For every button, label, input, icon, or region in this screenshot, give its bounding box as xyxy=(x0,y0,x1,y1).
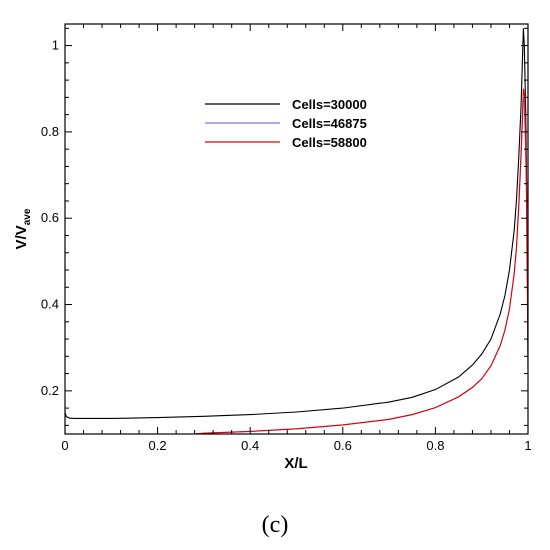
y-tick-label: 0.2 xyxy=(41,383,59,398)
y-tick-label: 0.4 xyxy=(41,297,59,312)
legend-label-2: Cells=46875 xyxy=(292,116,367,131)
y-tick-label: 0.6 xyxy=(41,210,59,225)
x-tick-label: 0.4 xyxy=(241,438,259,453)
y-axis-title: V/Vave xyxy=(13,208,33,249)
series-line-3 xyxy=(194,88,528,434)
series-line-1 xyxy=(65,28,528,420)
y-tick-label: 0.8 xyxy=(41,124,59,139)
legend: Cells=30000 Cells=46875 Cells=58800 xyxy=(205,97,367,150)
panel-label: (c) xyxy=(261,512,289,538)
x-tick-label: 0.6 xyxy=(334,438,352,453)
plot-frame xyxy=(64,23,529,435)
x-tick-label: 0.8 xyxy=(426,438,444,453)
x-tick-label: 1 xyxy=(524,438,531,453)
x-tick-label: 0 xyxy=(61,438,68,453)
x-tick-label: 0.2 xyxy=(149,438,167,453)
y-axis-title-subscript: ave xyxy=(22,208,33,225)
legend-label-1: Cells=30000 xyxy=(292,97,367,112)
y-tick-label: 1 xyxy=(52,38,59,53)
x-axis-title: X/L xyxy=(284,455,307,472)
y-axis-title-main: V/V xyxy=(13,225,30,249)
legend-label-3: Cells=58800 xyxy=(292,135,367,150)
